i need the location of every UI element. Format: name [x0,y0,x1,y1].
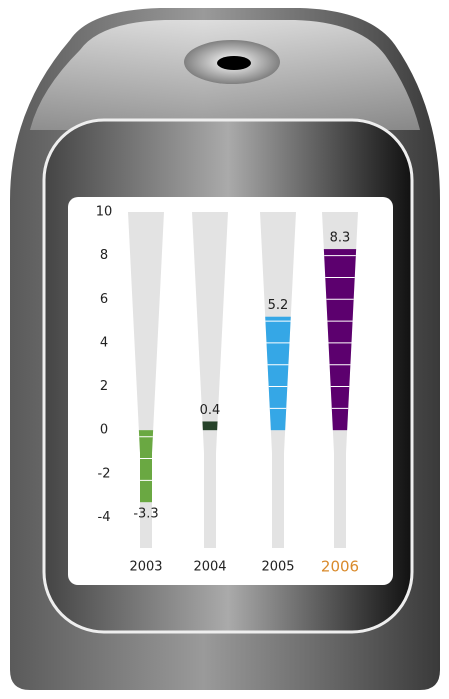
y-tick-label: -4 [98,510,111,525]
value-label: 0.4 [200,403,221,418]
x-tick-label: 2005 [261,560,294,575]
bar [192,421,228,431]
bar-group [192,421,228,431]
track [128,212,164,548]
track [192,212,228,548]
y-tick-label: 10 [96,205,113,220]
y-tick-label: 2 [100,379,108,394]
x-tick-label: 2006 [321,558,359,576]
y-tick-label: 4 [100,335,108,350]
value-label: -3.3 [133,507,158,522]
x-tick-label: 2003 [129,560,162,575]
value-label: 5.2 [268,298,289,313]
x-tick-label: 2004 [193,560,226,575]
y-tick-label: 6 [100,292,108,307]
value-label: 8.3 [330,231,351,246]
y-tick-label: 8 [100,248,108,263]
y-tick-label: 0 [100,423,108,438]
camera-lens [217,56,251,70]
y-tick-label: -2 [98,466,111,481]
